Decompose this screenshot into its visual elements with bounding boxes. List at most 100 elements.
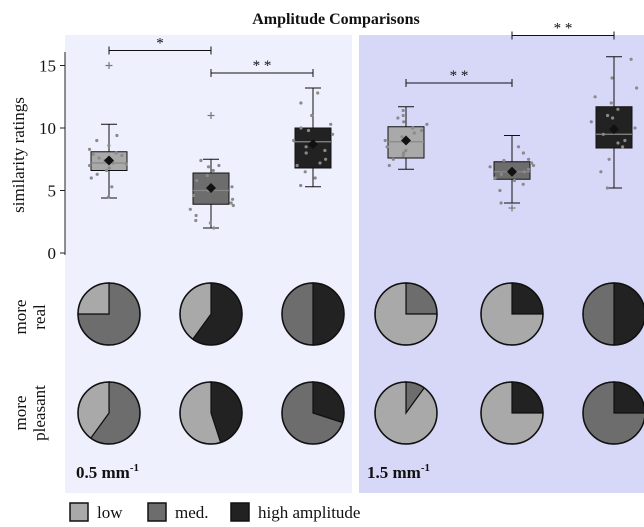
data-point [401,113,405,118]
mean-marker [206,183,216,193]
data-point [607,157,611,161]
data-point [329,122,333,126]
pie-pleasant-outline [179,381,243,445]
data-point [292,138,296,143]
pie-real-outline [480,282,544,346]
data-point [188,207,192,211]
significance-bracket: * [108,36,212,55]
data-point [217,163,221,168]
data-point [206,165,211,169]
data-point [425,122,429,126]
significance-label: * * [450,68,469,84]
data-point [601,132,605,136]
box-high [589,56,639,190]
data-point [420,128,424,133]
pie-real-outline [281,282,345,346]
data-point [512,178,517,183]
data-point [95,172,99,176]
data-point [316,91,320,95]
data-point [411,126,415,130]
pie-pleasant-outline [374,381,438,445]
data-point [87,147,92,151]
legend-swatch-low [69,502,89,522]
legend-label-low: low [97,503,123,522]
row-label-pleasant-bottom: pleasant [30,385,49,441]
pie-more-real [179,282,243,346]
data-point [530,161,534,165]
data-point [318,161,322,165]
data-point [120,153,124,158]
data-point [621,145,625,149]
data-point [95,138,99,143]
data-point [303,170,307,174]
data-point [498,188,502,193]
data-point [610,76,614,80]
row-label-pleasant-top: more [11,396,30,431]
panel-high-frequency: * * * * [374,21,644,445]
data-point [385,145,389,149]
legend-swatch-high [230,502,250,522]
legend-swatch-med [147,502,167,522]
pie-real-outline [179,282,243,346]
data-point [635,86,639,90]
pie-pleasant-outline [77,381,141,445]
box-low [383,106,429,170]
chart-title: Amplitude Comparisons [252,11,420,28]
data-point [391,157,395,161]
data-point [402,151,406,155]
data-point [633,126,637,130]
pie-more-pleasant [179,381,243,445]
data-point [212,226,216,230]
data-point [231,197,235,201]
data-point [493,176,497,180]
data-point [211,168,215,173]
data-point [323,148,327,153]
y-axis-label: similarity ratings [9,97,28,213]
data-point [304,145,308,149]
y-axis-ticks: 0 5 10 15 [39,57,65,263]
data-point [324,157,328,161]
data-point [114,151,118,155]
data-point [616,141,620,145]
data-point [199,158,203,163]
data-point [527,157,531,161]
data-point [89,176,93,180]
outlier-marker [508,204,516,212]
data-point [313,176,317,180]
data-point [488,165,492,169]
pie-pleasant-outline [281,381,345,445]
data-point [623,138,627,143]
significance-bracket: * * [210,58,314,77]
data-point [499,201,503,205]
legend-label-high: high amplitude [258,503,360,522]
data-point [402,120,406,124]
row-label-real-bottom: real [30,304,49,330]
pie-more-pleasant [281,381,345,445]
panel-label-right-sup: -1 [421,462,430,474]
panel-label-right-main: 1.5 mm [367,463,421,482]
data-point [110,185,114,189]
pie-more-real [77,282,141,346]
y-tick-label: 5 [48,182,57,201]
data-point [331,132,335,136]
data-point [412,131,416,135]
data-point [589,120,593,124]
data-point [400,135,404,139]
data-point [404,148,408,153]
data-point [310,113,314,118]
data-point [387,163,391,168]
panel-low-frequency: * * * [77,36,345,445]
data-point [104,168,108,173]
data-point [115,133,119,138]
pie-more-pleasant [582,381,644,445]
data-point [88,163,92,168]
data-point [107,143,111,148]
box-med [188,112,235,230]
pie-more-real [582,282,644,346]
pie-pleasant-outline [582,381,644,445]
data-point [611,116,615,120]
y-tick-label: 15 [39,57,56,76]
data-point [231,203,235,208]
data-point [521,151,526,155]
data-point [194,213,198,218]
